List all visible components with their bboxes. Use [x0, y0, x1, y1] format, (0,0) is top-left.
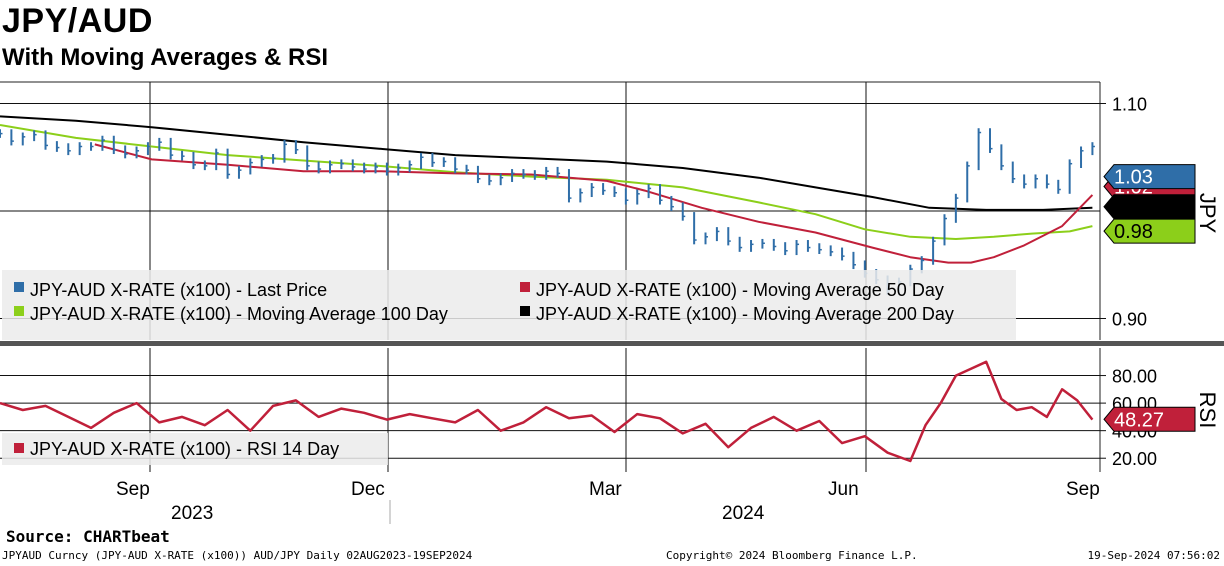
x-axis-month-label: Jun [828, 479, 859, 500]
legend-ma100-swatch [14, 306, 24, 316]
chart-subtitle: With Moving Averages & RSI [2, 44, 329, 71]
legend-rsi-swatch [14, 443, 24, 453]
legend-rsi-label: JPY-AUD X-RATE (x100) - RSI 14 Day [30, 439, 339, 459]
timestamp: 19-Sep-2024 07:56:02 [1087, 549, 1220, 562]
rsi-axis-title: RSI [1195, 392, 1220, 429]
copyright: Copyright© 2024 Bloomberg Finance L.P. [666, 549, 918, 562]
panel-divider [0, 341, 1224, 346]
legend-last-price-label: JPY-AUD X-RATE (x100) - Last Price [30, 280, 327, 300]
price-legend-box [2, 270, 1016, 340]
x-axis-month-label: Dec [351, 479, 385, 500]
legend-ma200-label: JPY-AUD X-RATE (x100) - Moving Average 2… [536, 304, 954, 324]
ma100-value-tag-text: 0.98 [1114, 221, 1153, 243]
price-y-tick-label: 0.90 [1112, 310, 1147, 330]
ma50-line [94, 143, 1094, 264]
legend-ma50-swatch [520, 282, 530, 292]
rsi-value-tag: 48.27 [1103, 406, 1196, 432]
ma100-value-tag: 0.98 [1103, 218, 1196, 244]
ma100-value-tag-shape [1103, 218, 1196, 244]
price-y-tick-label: 1.10 [1112, 95, 1147, 115]
legend-ma100-label: JPY-AUD X-RATE (x100) - Moving Average 1… [30, 304, 448, 324]
last-price-value-tag-shape [1103, 164, 1196, 190]
x-axis-month-label: Mar [589, 479, 622, 500]
rsi-value-tag-shape [1103, 406, 1196, 432]
x-axis-year-label: 2023 [171, 503, 213, 524]
rsi-legend-box [2, 433, 388, 465]
ma200-value-tag-shape [1103, 194, 1196, 220]
x-axis-year-label: 2024 [722, 503, 765, 524]
last-price-value-tag: 1.03 [1103, 164, 1196, 190]
x-axis-month-label: Sep [1066, 479, 1100, 500]
ma200-value-tag [1103, 194, 1196, 220]
last-price-value-tag-text: 1.03 [1114, 167, 1153, 189]
rsi-y-tick-label: 20.00 [1112, 449, 1157, 469]
rsi-value-tag-text: 48.27 [1114, 409, 1164, 431]
chart-title: JPY/AUD [2, 2, 153, 40]
ticker-info: JPYAUD Curncy (JPY-AUD X-RATE (x100)) AU… [2, 549, 473, 562]
legend-last-price-swatch [14, 282, 24, 292]
x-axis-month-label: Sep [116, 479, 150, 500]
ma100-line [0, 124, 1093, 240]
legend-ma50-label: JPY-AUD X-RATE (x100) - Moving Average 5… [536, 280, 944, 300]
price-axis-title: JPY [1195, 193, 1220, 234]
rsi-line [0, 360, 1094, 463]
legend-ma200-swatch [520, 306, 530, 316]
ma200-line [0, 115, 1093, 211]
source-label: Source: CHARTbeat [6, 527, 170, 546]
rsi-y-tick-label: 80.00 [1112, 367, 1157, 387]
